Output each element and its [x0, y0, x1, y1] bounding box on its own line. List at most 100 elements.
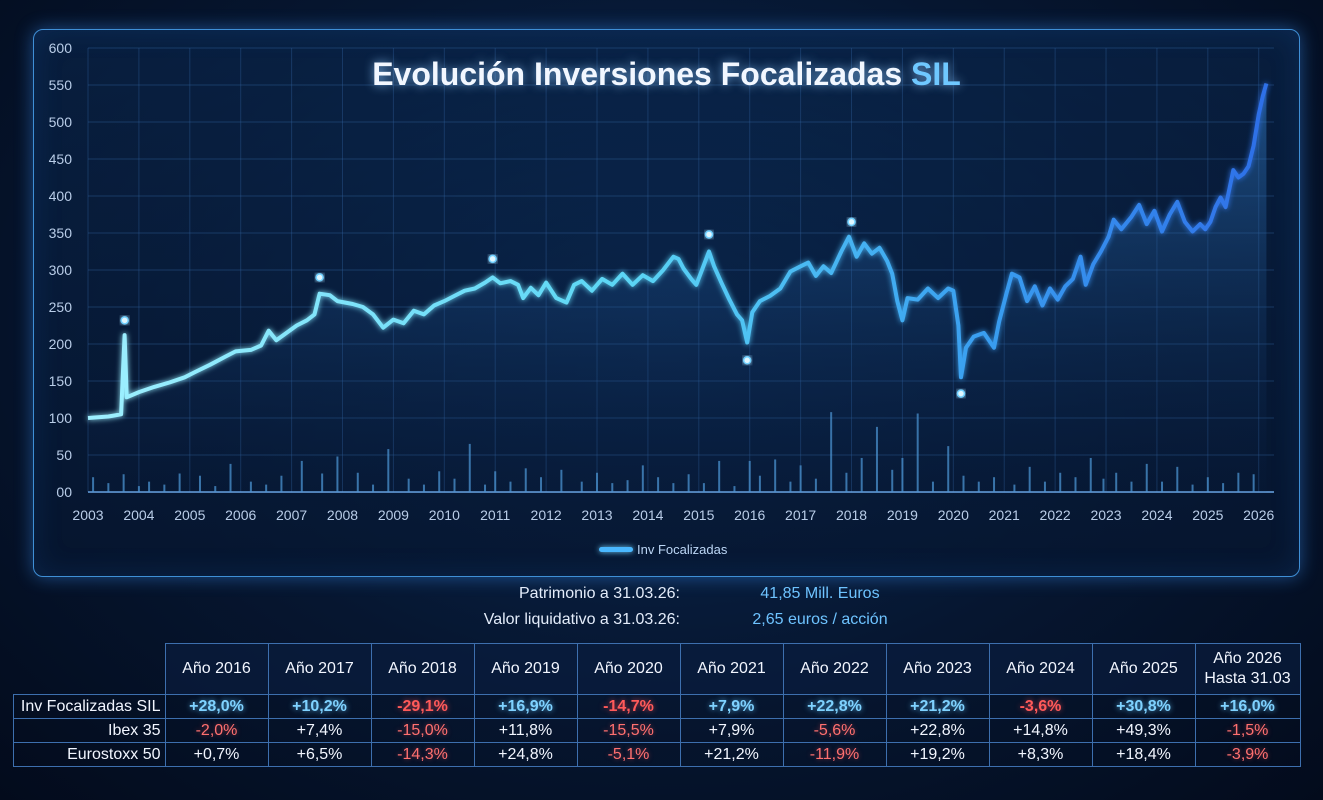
y-tick-label: 250 — [49, 299, 73, 315]
chart-title-main: Evolución Inversiones Focalizadas — [372, 56, 903, 92]
table-corner — [13, 643, 166, 695]
x-tick-label: 2020 — [938, 507, 969, 523]
highlight-marker — [315, 273, 324, 282]
table-cell: +22,8% — [885, 718, 990, 743]
table-cell: +7,4% — [267, 718, 372, 743]
x-tick-label: 2019 — [887, 507, 918, 523]
x-tick-label: 2018 — [836, 507, 867, 523]
y-tick-label: 100 — [49, 410, 73, 426]
legend-swatch — [599, 547, 633, 552]
table-header-row: Año 2016 Año 2017 Año 2018 Año 2019 Año … — [13, 643, 1301, 695]
y-tick-label: 150 — [49, 373, 73, 389]
table-cell: +14,8% — [988, 718, 1093, 743]
header-2020: Año 2020 — [576, 643, 681, 695]
header-2026-line2: Hasta 31.03 — [1204, 670, 1291, 687]
table-cell: +21,2% — [679, 742, 784, 767]
x-tick-label: 2012 — [531, 507, 562, 523]
header-2025: Año 2025 — [1091, 643, 1196, 695]
table-cell: +22,8% — [782, 694, 887, 719]
table-cell: +30,8% — [1091, 694, 1196, 719]
x-tick-label: 2006 — [225, 507, 256, 523]
y-tick-label: 50 — [56, 447, 72, 463]
x-tick-label: 2008 — [327, 507, 358, 523]
y-tick-label: 450 — [49, 151, 73, 167]
table-cell: +28,0% — [164, 694, 269, 719]
table-body: Inv Focalizadas SIL +28,0% +10,2% -29,1% +16… — [13, 694, 1301, 767]
x-tick-label: 2026 — [1243, 507, 1274, 523]
chart-panel: 00 50 100 150 200 250 300 350 400 450 500 550 600 200… — [33, 29, 1300, 577]
table-cell: -3,6% — [988, 694, 1093, 719]
highlight-marker — [847, 217, 856, 227]
table-cell: +18,4% — [1091, 742, 1196, 767]
x-tick-label: 2004 — [123, 507, 154, 523]
table-cell: -14,3% — [370, 742, 475, 767]
table-cell: -1,5% — [1194, 718, 1301, 743]
chart-legend: Inv Focalizadas — [599, 542, 727, 557]
table-row: Eurostoxx 50 +0,7% +6,5% -14,3% +24,8% -5,1% +… — [13, 742, 1301, 767]
x-tick-label: 2011 — [480, 507, 510, 523]
header-2018: Año 2018 — [370, 643, 475, 695]
table-cell: -5,1% — [576, 742, 681, 767]
x-tick-label: 2007 — [276, 507, 307, 523]
table-cell: +21,2% — [885, 694, 990, 719]
table-cell: +49,3% — [1091, 718, 1196, 743]
header-2022: Año 2022 — [782, 643, 887, 695]
chart-title: Evolución Inversiones Focalizadas SIL — [34, 56, 1299, 93]
highlight-marker — [120, 316, 129, 325]
highlight-marker — [488, 254, 497, 264]
header-2021: Año 2021 — [679, 643, 784, 695]
table-cell: +7,9% — [679, 718, 784, 743]
table-cell: +16,9% — [473, 694, 578, 719]
y-tick-label: 00 — [56, 484, 72, 500]
table-cell: -5,6% — [782, 718, 887, 743]
y-tick-label: 500 — [49, 114, 73, 130]
table-row: Ibex 35 -2,0% +7,4% -15,0% +11,8% -15,5% +7,9%… — [13, 718, 1301, 743]
table-cell: +10,2% — [267, 694, 372, 719]
y-tick-label: 300 — [49, 262, 73, 278]
table-cell: +16,0% — [1194, 694, 1301, 719]
series-area — [88, 83, 1267, 492]
table-row: Inv Focalizadas SIL +28,0% +10,2% -29,1% +16… — [13, 694, 1301, 719]
x-tick-label: 2014 — [632, 507, 663, 523]
header-2024: Año 2024 — [988, 643, 1093, 695]
y-tick-label: 200 — [49, 336, 73, 352]
table-cell: -15,0% — [370, 718, 475, 743]
table-cell: -14,7% — [576, 694, 681, 719]
header-2019: Año 2019 — [473, 643, 578, 695]
x-tick-label: 2005 — [174, 507, 205, 523]
row-label: Ibex 35 — [13, 718, 166, 743]
table-cell: +6,5% — [267, 742, 372, 767]
y-tick-label: 600 — [49, 40, 73, 56]
patrimonio-value: 41,85 Mill. Euros — [760, 585, 880, 602]
y-tick-label: 400 — [49, 188, 73, 204]
highlight-marker — [956, 389, 966, 398]
table-cell: +7,9% — [679, 694, 784, 719]
table-cell: +8,3% — [988, 742, 1093, 767]
row-label: Eurostoxx 50 — [13, 742, 166, 767]
x-tick-label: 2024 — [1141, 507, 1172, 523]
x-tick-label: 2015 — [683, 507, 714, 523]
highlight-marker — [704, 230, 714, 239]
legend-label: Inv Focalizadas — [637, 542, 728, 557]
x-tick-label: 2010 — [429, 507, 460, 523]
table-cell: -11,9% — [782, 742, 887, 767]
x-tick-label: 2022 — [1040, 507, 1071, 523]
table-cell: -3,9% — [1194, 742, 1301, 767]
patrimonio-label: Patrimonio a 31.03.26: — [519, 585, 680, 602]
x-tick-label: 2003 — [72, 507, 103, 523]
table-cell: -2,0% — [164, 718, 269, 743]
chart-title-accent: SIL — [911, 56, 961, 92]
x-tick-label: 2021 — [989, 507, 1020, 523]
table-cell: -15,5% — [576, 718, 681, 743]
chart-plot: 00 50 100 150 200 250 300 350 400 450 500 550 600 200… — [49, 40, 1275, 523]
valor-liquidativo-label: Valor liquidativo a 31.03.26: — [483, 611, 680, 628]
series-line-inv-focalizadas — [87, 82, 1269, 420]
x-tick-label: 2009 — [378, 507, 409, 523]
table-cell: +24,8% — [473, 742, 578, 767]
x-tick-label: 2016 — [734, 507, 765, 523]
header-2016: Año 2016 — [164, 643, 269, 695]
table-cell: +0,7% — [164, 742, 269, 767]
table-cell: +19,2% — [885, 742, 990, 767]
y-tick-label: 550 — [49, 77, 73, 93]
header-2026-line1: Año 2026 — [1213, 650, 1282, 667]
